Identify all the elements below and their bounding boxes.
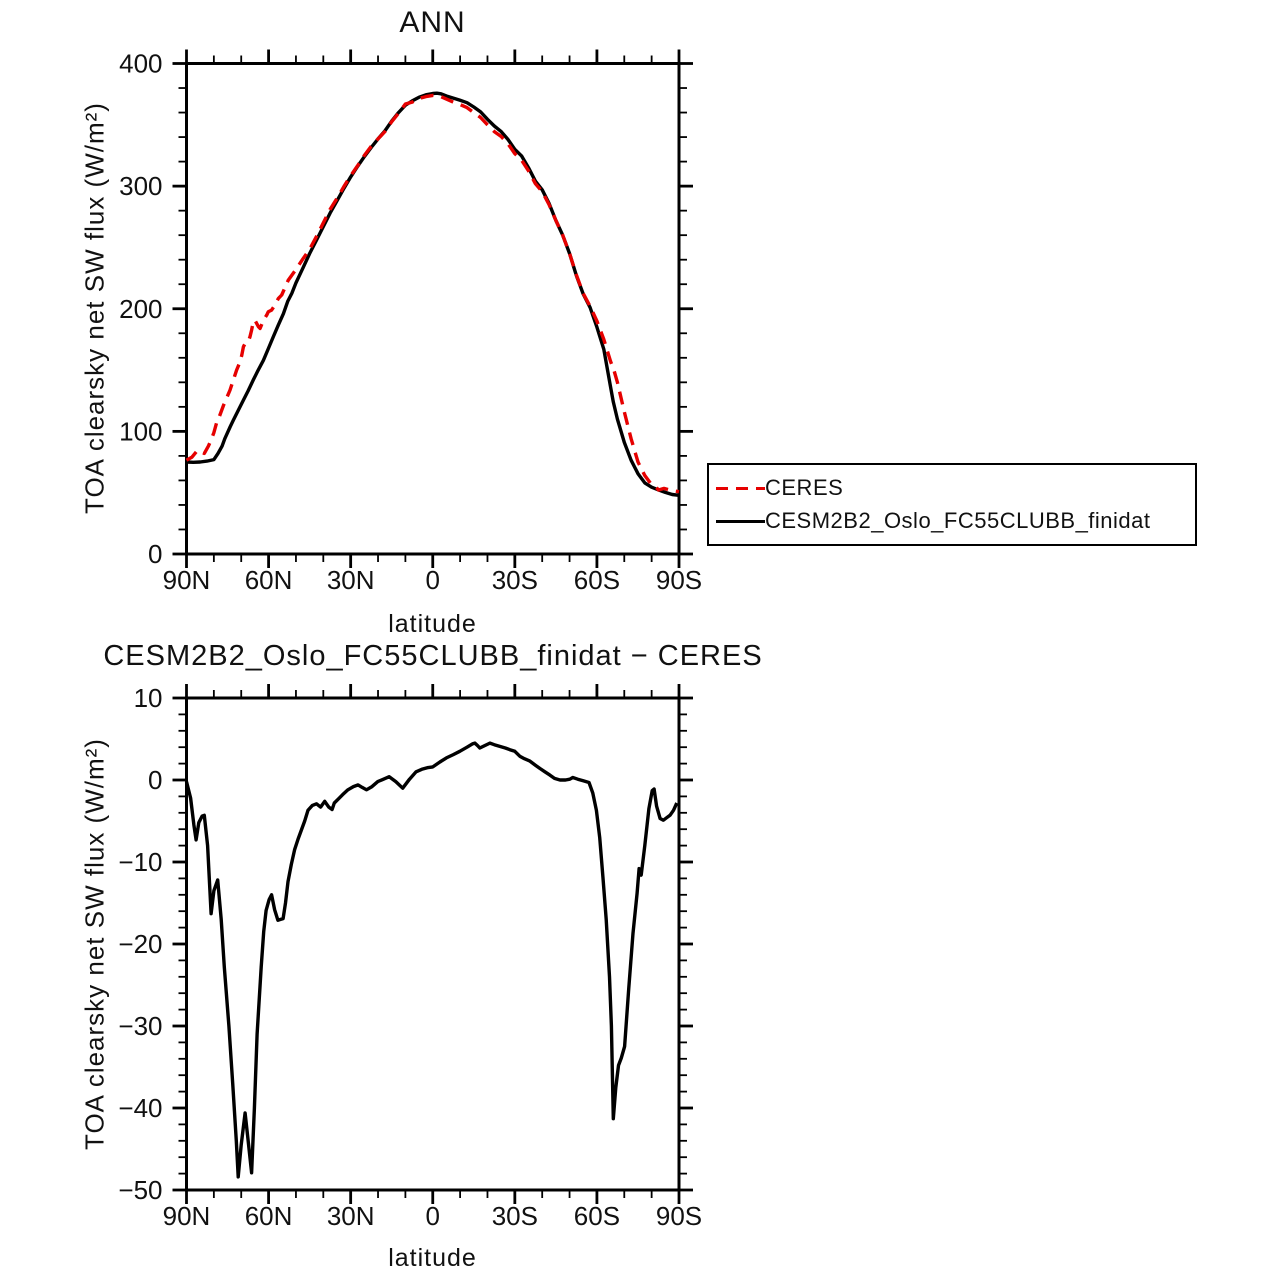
x-tick-label: 60N (245, 1201, 293, 1231)
x-tick-label: 30S (492, 1201, 538, 1231)
x-tick-label: 30N (327, 1201, 375, 1231)
y-tick-label: −50 (118, 1175, 162, 1205)
series-line-difference (184, 741, 679, 1179)
y-tick-label: 0 (148, 765, 162, 795)
series-line-cesm2b2-oslo-fc55clubb-finidat (186, 91, 680, 497)
bottom-panel-title: CESM2B2_Oslo_FC55CLUBB_finidat − CERES (103, 640, 763, 672)
y-tick-label: 300 (119, 171, 162, 201)
y-tick-label: −40 (118, 1093, 162, 1123)
legend-line-sample-dashed (716, 486, 765, 490)
top-panel-y-axis-label: TOA clearsky net SW flux (W/m²) (79, 102, 110, 514)
x-tick-label: 30N (327, 565, 375, 595)
x-tick-label: 90S (656, 565, 702, 595)
legend-label-model: CESM2B2_Oslo_FC55CLUBB_finidat (765, 508, 1151, 533)
x-tick-label: 60S (574, 565, 620, 595)
bottom-panel-x-axis-label: latitude (388, 1244, 477, 1272)
plot-frame (185, 696, 681, 1192)
x-tick-label: 60S (574, 1201, 620, 1231)
y-tick-label: −30 (118, 1011, 162, 1041)
x-tick-label: 0 (426, 1201, 440, 1231)
x-tick-label: 30S (492, 565, 538, 595)
y-tick-label: 10 (134, 683, 163, 713)
y-tick-label: 400 (119, 49, 162, 79)
legend-entry-model: CESM2B2_Oslo_FC55CLUBB_finidat (716, 509, 1151, 533)
panel-top: 90N 60N 30N 0 30S 60S 90S 0 100 200 300 400 (119, 49, 702, 596)
top-panel-x-axis-label: latitude (388, 610, 477, 638)
legend-entry-ceres: CERES (716, 476, 843, 500)
x-tick-label: 0 (426, 565, 440, 595)
x-tick-label: 90S (656, 1201, 702, 1231)
x-tick-label: 60N (245, 565, 293, 595)
y-tick-label: −10 (118, 847, 162, 877)
y-tick-label: 200 (119, 294, 162, 324)
y-tick-label: −20 (118, 929, 162, 959)
legend-label-ceres: CERES (765, 475, 844, 500)
x-tick-label: 90N (163, 565, 211, 595)
x-tick-label: 90N (163, 1201, 211, 1231)
legend-line-sample-solid (716, 519, 765, 523)
plot-frame (185, 62, 681, 556)
top-panel-title: ANN (399, 6, 466, 39)
y-tick-label: 100 (119, 416, 162, 446)
panel-bottom: 90N 60N 30N 0 30S 60S 90S −50 −40 −30 −20 −10 0 10 (118, 683, 702, 1231)
series-line-ceres (185, 93, 680, 494)
y-tick-label: 0 (148, 539, 162, 569)
bottom-panel-y-axis-label: TOA clearsky net SW flux (W/m²) (79, 738, 110, 1150)
legend: CERES CESM2B2_Oslo_FC55CLUBB_finidat (707, 463, 1197, 546)
